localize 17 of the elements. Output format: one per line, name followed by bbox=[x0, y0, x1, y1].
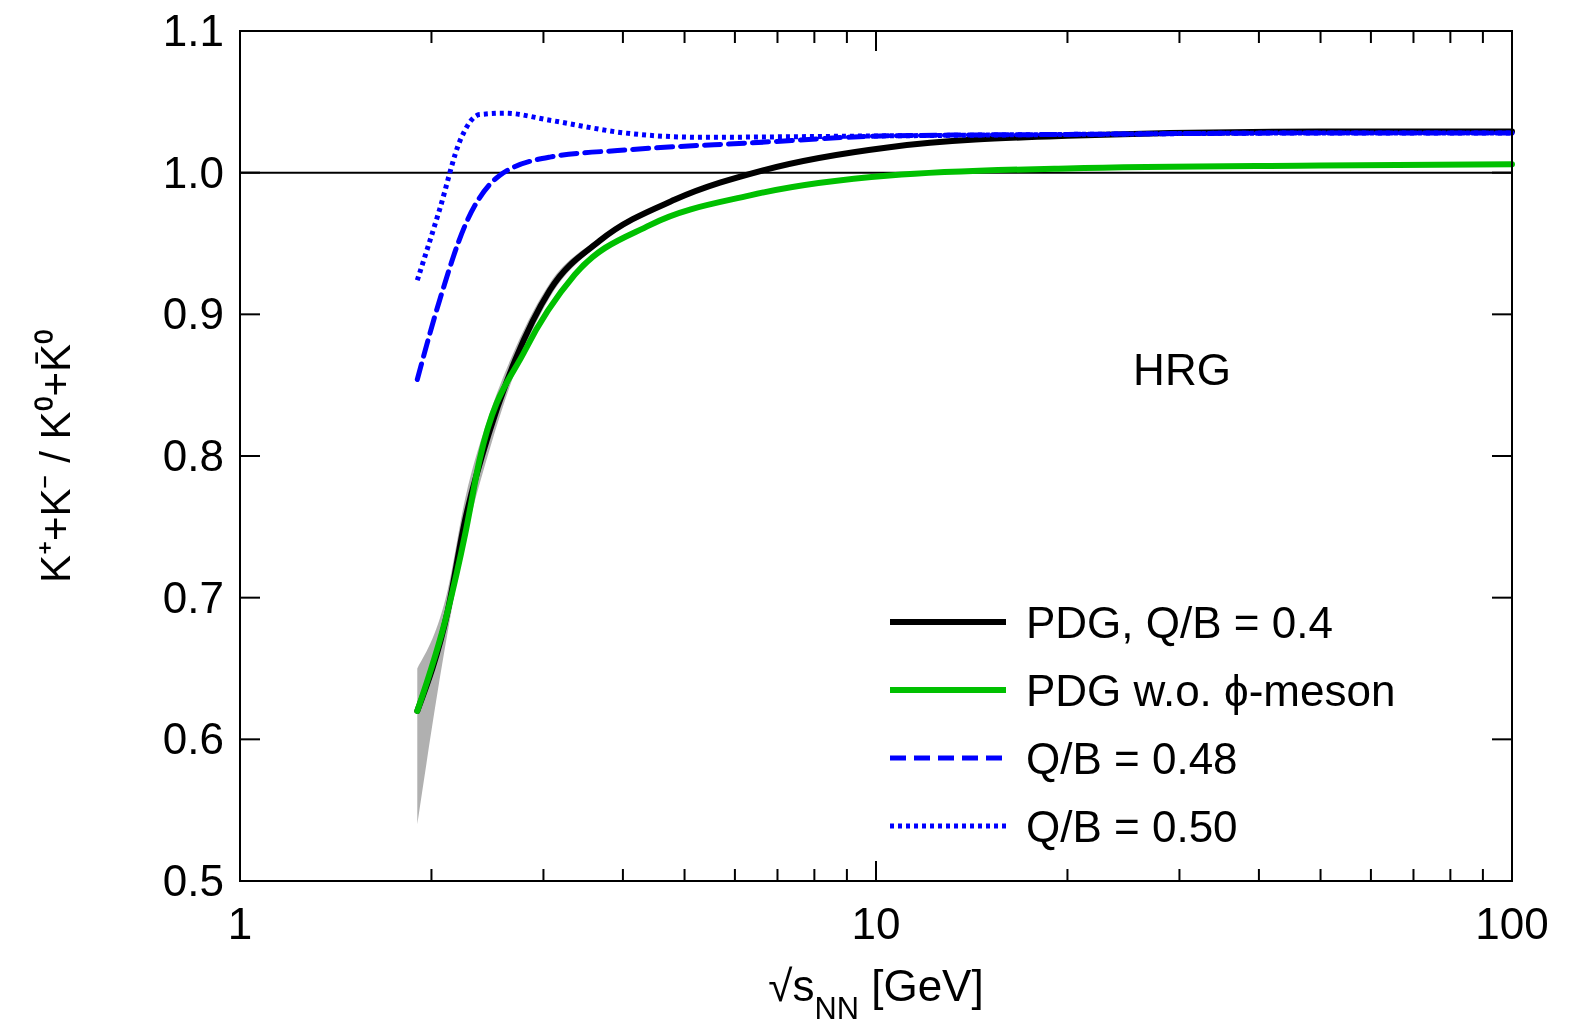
y-tick-label: 0.8 bbox=[162, 431, 224, 480]
y-tick-label: 0.9 bbox=[162, 289, 224, 339]
x-tick-label: 100 bbox=[1475, 899, 1549, 948]
y-tick-label: 0.5 bbox=[162, 856, 224, 905]
legend-label: Q/B = 0.48 bbox=[1026, 734, 1238, 783]
y-tick-label: 1.1 bbox=[162, 6, 224, 55]
y-tick-label: 0.7 bbox=[162, 572, 224, 622]
legend-label: Q/B = 0.50 bbox=[1026, 802, 1238, 851]
y-axis-title: K⁺+K⁻ / K⁰+K̄⁰ bbox=[32, 328, 79, 584]
annotation: HRG bbox=[1133, 345, 1231, 394]
y-tick-label: 1.0 bbox=[162, 147, 224, 197]
x-axis-title: √s$_{NN}$ [GeV] bbox=[768, 961, 984, 1026]
legend-label: PDG, Q/B = 0.4 bbox=[1026, 598, 1333, 647]
x-tick-label: 10 bbox=[851, 899, 901, 948]
legend-label: PDG w.o. ϕ-meson bbox=[1026, 666, 1396, 715]
x-tick-label: 1 bbox=[227, 899, 253, 948]
y-tick-label: 0.6 bbox=[162, 714, 224, 764]
